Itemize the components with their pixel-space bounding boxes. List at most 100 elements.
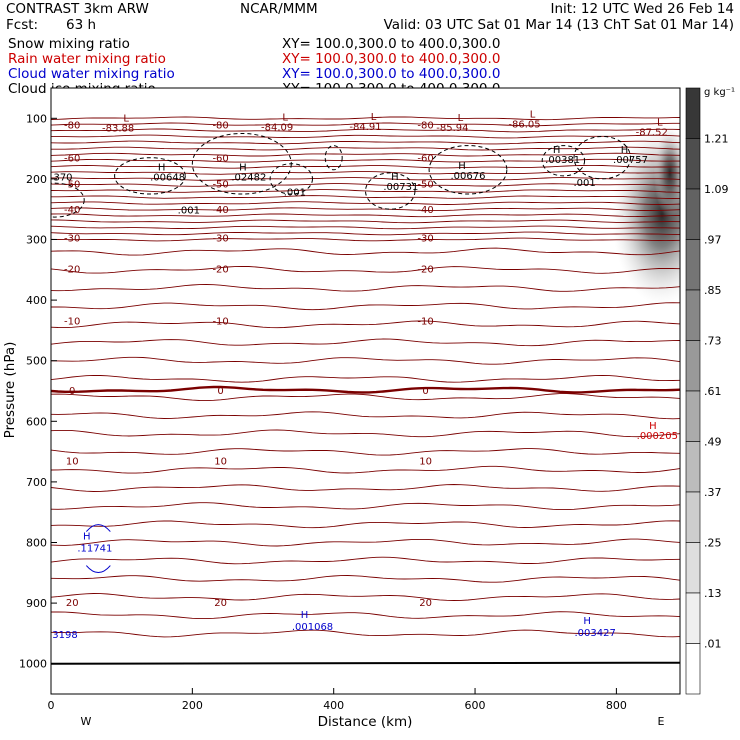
isotherm-upper	[51, 231, 680, 236]
isotherm-upper	[51, 140, 680, 145]
y-tick-label: 500	[26, 355, 47, 368]
isotherm-upper	[51, 183, 680, 187]
isotherm-lower	[51, 247, 680, 256]
isotherm-label: -30	[212, 234, 228, 245]
legend-name: Snow mixing ratio	[8, 36, 130, 52]
low-marker: L	[530, 109, 536, 120]
snow-contour	[365, 172, 416, 210]
colorbar-level: .01	[704, 638, 722, 651]
colorbar-unit: g kg⁻¹	[704, 87, 735, 98]
colorbar-level: .61	[704, 385, 722, 398]
snow-contour	[114, 157, 186, 195]
valid-time: Valid: 03 UTC Sat 01 Mar 14 (13 ChT Sat …	[384, 17, 734, 33]
plot-area: -80 -80 -80 -60 -60 -60 -50 -50 -50 -40 -40 -40 -30 -…	[19, 87, 681, 712]
snow-high-marker: H	[158, 163, 166, 174]
y-axis-label: Pressure (hPa)	[2, 342, 18, 439]
isotherm-label: 20	[419, 598, 432, 609]
isotherm-label: -80	[212, 120, 228, 131]
isotherm-lower	[51, 265, 680, 274]
isotherm-lower	[51, 284, 680, 292]
surface-line	[51, 661, 680, 665]
isotherm-lower	[51, 302, 680, 311]
cloud-water-high-label: .001068	[292, 622, 333, 633]
isotherm-upper	[51, 152, 680, 157]
colorbar-cell	[685, 491, 701, 543]
x-tick-label: 800	[606, 699, 627, 712]
colorbar-cell	[685, 390, 701, 442]
snow-high-label: .02482	[231, 173, 266, 184]
isotherm-upper	[51, 134, 680, 139]
isotherm-upper	[51, 219, 680, 224]
isotherm-label: 20	[66, 598, 79, 609]
colorbar: g kg⁻¹ 1.21 1.09 .97 .85 .73 .61 .49 .37 .25 .13.…	[685, 87, 735, 695]
isotherm-label: -50	[417, 180, 433, 191]
isotherm-label: -10	[64, 317, 80, 328]
isotherm-label: 10	[214, 457, 227, 468]
colorbar-cell	[685, 138, 701, 190]
isotherm-label: -20	[64, 265, 80, 276]
snow-contour	[573, 135, 632, 180]
isotherm-label: 10	[66, 457, 79, 468]
isotherm-label: -50	[212, 180, 228, 191]
isotherm-label: -30	[64, 234, 80, 245]
y-tick-label: 600	[26, 415, 47, 428]
center-title: NCAR/MMM	[240, 1, 318, 17]
cloud-water-high-label: .11741	[77, 544, 112, 555]
legend-xy: XY= 100.0,300.0 to 400.0,300.0	[282, 66, 500, 82]
y-tick-label: 200	[26, 173, 47, 186]
y-tick-label: 300	[26, 234, 47, 247]
cloud-water-contours	[85, 524, 111, 574]
legend-name: Cloud water mixing ratio	[8, 66, 175, 82]
snow-contour	[269, 163, 313, 195]
temperature-contours	[51, 116, 680, 665]
x-tick-label: 0	[48, 699, 55, 712]
snow-contour-label: .001	[284, 187, 306, 198]
isotherm-lower	[51, 593, 680, 601]
colorbar-level: .49	[704, 436, 722, 449]
snow-high-label: .00648	[150, 173, 185, 184]
colorbar-cell	[685, 441, 701, 493]
low-label: -84.09	[261, 122, 293, 133]
colorbar-cell	[685, 340, 701, 392]
low-marker: L	[657, 117, 663, 128]
x-tick-label: 200	[182, 699, 203, 712]
colorbar-level: .73	[704, 335, 722, 348]
isotherm-lower	[51, 356, 680, 365]
isotherm-upper	[51, 171, 680, 175]
isotherm-lower	[51, 556, 680, 565]
snow-high-marker: H	[458, 161, 466, 172]
isotherm-label: 0	[69, 386, 75, 397]
colorbar-cell	[685, 643, 701, 695]
x-tick-label: 400	[323, 699, 344, 712]
isotherm-label: -60	[64, 154, 80, 165]
isotherm-lower	[51, 611, 680, 620]
isotherm-upper	[51, 128, 680, 133]
isotherm-label: -20	[417, 265, 433, 276]
colorbar-level: .13	[704, 587, 722, 600]
plot-frame	[50, 87, 681, 695]
fcst-value: 63 h	[66, 17, 96, 33]
isotherm-lower	[51, 338, 680, 347]
snow-contour	[324, 145, 343, 171]
contour-labels: -80 -80 -80 -60 -60 -60 -50 -50 -50 -40 -40 -40 -30 -…	[52, 109, 678, 641]
y-tick-label: 100	[26, 112, 47, 125]
y-tick-label: 400	[26, 294, 47, 307]
isotherm-lower	[51, 465, 680, 474]
low-label: -84.91	[349, 122, 381, 133]
snow-high-label: 370	[53, 173, 72, 184]
snow-high-label: .00676	[450, 171, 485, 182]
isotherm-lower	[51, 484, 680, 492]
isotherm-upper	[51, 177, 680, 181]
y-tick-label: 800	[26, 537, 47, 550]
colorbar-cell	[685, 592, 701, 644]
isotherm-label: -50	[64, 180, 80, 191]
colorbar-level: .85	[704, 284, 722, 297]
colorbar-cell	[685, 239, 701, 291]
isotherm-lower	[51, 575, 680, 583]
isotherm-lower	[51, 411, 680, 420]
rain-high-label: .000205	[637, 431, 678, 442]
low-marker: L	[123, 114, 129, 125]
legend-xy: XY= 100.0,300.0 to 400.0,300.0	[282, 51, 500, 67]
